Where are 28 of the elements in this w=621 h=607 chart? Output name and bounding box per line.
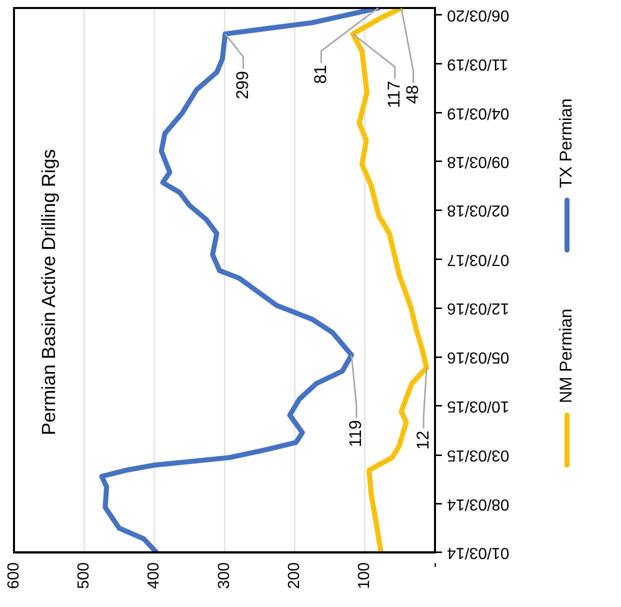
y-tick-label: 06/03/20 xyxy=(446,6,510,24)
y-tick-label: 03/03/15 xyxy=(446,446,510,464)
annotation: 12 xyxy=(413,430,432,450)
y-tick-label: 02/03/18 xyxy=(446,202,510,219)
y-tick-label: 10/03/15 xyxy=(446,398,510,415)
y-tick-label: 05/03/16 xyxy=(446,348,510,366)
y-tick-label: 11/03/19 xyxy=(446,55,508,72)
x-tick-label: 200 xyxy=(286,562,304,590)
annotation: 299 xyxy=(232,70,252,100)
x-tick-label: 500 xyxy=(76,562,93,590)
y-tick-label: 09/03/18 xyxy=(446,153,510,170)
annotation: 117 xyxy=(384,80,404,108)
x-tick-label: 600 xyxy=(5,562,22,590)
y-tick-label: 07/03/17 xyxy=(446,250,510,268)
y-tick-label: 12/03/16 xyxy=(446,300,510,317)
x-tick-label: 300 xyxy=(216,562,233,590)
text: Permian Basin Active Drilling Rigs xyxy=(39,149,60,436)
y-tick-label: 04/03/19 xyxy=(446,104,510,122)
y-tick-label: 08/03/14 xyxy=(446,495,510,512)
x-tick-label: 100 xyxy=(356,562,374,590)
x-tick-label: - xyxy=(426,562,444,568)
annotation: 48 xyxy=(403,85,422,104)
y-tick-label: 01/03/14 xyxy=(446,544,510,561)
text: TX Permian xyxy=(556,98,576,188)
x-tick-label: 400 xyxy=(146,562,163,590)
annotation: 81 xyxy=(310,65,330,84)
annotation: 119 xyxy=(346,420,366,448)
text: NM Permian xyxy=(556,308,576,404)
